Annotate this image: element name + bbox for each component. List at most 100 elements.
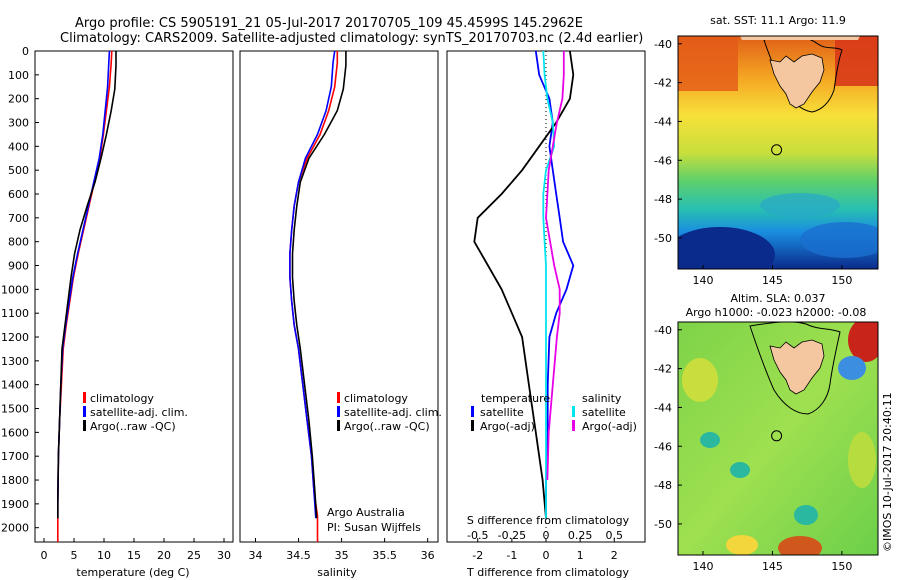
series-line-satellite-adj-clim bbox=[289, 50, 336, 519]
series-line-salinity-argo-adj bbox=[545, 51, 565, 481]
temperature-series bbox=[56, 50, 117, 542]
x-tick-label: 0 bbox=[41, 549, 48, 562]
depth-tick-label: 300 bbox=[8, 117, 29, 130]
salinity-x-ticks: 34 34.5 35 35.5 36 bbox=[248, 538, 435, 562]
depth-tick-label: 1000 bbox=[1, 283, 29, 296]
tasmania-land bbox=[769, 53, 825, 109]
lat-tick-label: -48 bbox=[654, 193, 672, 206]
sla-low-patch bbox=[730, 462, 750, 478]
temperature-x-ticks: 0 5 10 15 20 25 30 bbox=[41, 538, 231, 562]
salinity-plot-frame bbox=[239, 50, 439, 543]
depth-tick-label: 1300 bbox=[1, 355, 29, 368]
salinity-x-label: salinity bbox=[317, 566, 357, 579]
depth-tick-label: 1700 bbox=[1, 450, 29, 463]
sla-map bbox=[678, 322, 878, 555]
depth-tick-label: 1200 bbox=[1, 331, 29, 344]
lat-tick-label: -50 bbox=[654, 232, 672, 245]
depth-tick-label: 600 bbox=[8, 188, 29, 201]
series-line-satellite-adj-clim bbox=[56, 50, 111, 519]
sst-map-title: sat. SST: 11.1 Argo: 11.9 bbox=[710, 14, 846, 27]
lon-tick-label: 150 bbox=[831, 274, 852, 287]
x-tick-label: 34.5 bbox=[286, 549, 311, 562]
lat-tick-label: -44 bbox=[654, 115, 672, 128]
sla-high-patch bbox=[778, 536, 822, 555]
legend-swatch-satellite bbox=[83, 406, 86, 417]
depth-tick-label: 0 bbox=[22, 45, 29, 58]
legend-swatch-s-satellite bbox=[572, 406, 575, 417]
difference-x-ticks: -2 -1 0 1 2 bbox=[472, 538, 618, 562]
float-position-marker bbox=[771, 144, 783, 156]
difference-series bbox=[473, 50, 575, 519]
lat-tick-label: -48 bbox=[654, 479, 672, 492]
sla-mid-patch bbox=[682, 358, 718, 402]
legend-title-temperature: temperature bbox=[481, 392, 550, 405]
x-tick-label: 0 bbox=[543, 549, 550, 562]
lat-tick-label: -42 bbox=[654, 363, 672, 376]
sla-map-subtitle: Argo h1000: -0.023 h2000: -0.08 bbox=[686, 306, 867, 319]
legend-swatch-s-argo bbox=[572, 420, 575, 431]
lat-tick-label: -50 bbox=[654, 518, 672, 531]
sst-warm-patch bbox=[835, 36, 878, 86]
sst-cold-patch bbox=[800, 222, 878, 258]
depth-tick-label: 1900 bbox=[1, 498, 29, 511]
s-tick-label: 0.5 bbox=[606, 529, 624, 542]
x-tick-label: 5 bbox=[71, 549, 78, 562]
legend-label-argo: Argo(..raw -QC) bbox=[344, 420, 430, 433]
sla-map-ticks: 140 145 150 -40 -42 -44 -46 -48 -50 bbox=[654, 324, 852, 573]
sla-map-frame bbox=[677, 321, 879, 556]
depth-tick-label: 500 bbox=[8, 164, 29, 177]
legend-swatch-t-satellite bbox=[471, 406, 474, 417]
legend-swatch-satellite bbox=[337, 406, 340, 417]
legend-label-satellite: satellite-adj. clim. bbox=[90, 406, 188, 419]
shelf-contour bbox=[749, 322, 841, 415]
x-tick-label: 20 bbox=[157, 549, 171, 562]
legend-label-climatology: climatology bbox=[344, 392, 408, 405]
legend-swatch-climatology bbox=[337, 392, 340, 403]
sla-low-patch bbox=[794, 505, 818, 525]
sst-cold-patch bbox=[678, 227, 775, 269]
depth-tick-label: 2000 bbox=[1, 522, 29, 535]
sst-map-ticks: 140 145 150 -40 -42 -44 -46 -48 -50 bbox=[654, 38, 852, 287]
sla-mid-patch bbox=[726, 535, 758, 555]
lat-tick-label: -46 bbox=[654, 154, 672, 167]
depth-tick-label: 800 bbox=[8, 236, 29, 249]
series-line-argo-raw-qc bbox=[291, 51, 347, 519]
x-tick-label: -2 bbox=[472, 549, 483, 562]
sla-low-patch bbox=[838, 356, 866, 380]
legend-title-salinity: salinity bbox=[582, 392, 622, 405]
s-difference-label: S difference from climatology bbox=[467, 514, 630, 527]
lat-tick-label: -46 bbox=[654, 440, 672, 453]
annotation-argo-australia: Argo Australia bbox=[327, 506, 405, 519]
x-tick-label: 30 bbox=[217, 549, 231, 562]
lon-tick-label: 140 bbox=[693, 560, 714, 573]
difference-s-ticks: -0.5-0.2500.250.5 bbox=[467, 529, 623, 542]
t-difference-label: T difference from climatology bbox=[466, 566, 629, 579]
sla-high-patch bbox=[848, 322, 878, 362]
tasmania-land bbox=[769, 339, 825, 395]
series-line-argo-raw-qc bbox=[56, 51, 117, 519]
x-tick-label: 35 bbox=[335, 549, 349, 562]
legend-swatch-argo bbox=[337, 420, 340, 431]
depth-tick-label: 1100 bbox=[1, 307, 29, 320]
depth-tick-label: 1400 bbox=[1, 379, 29, 392]
temperature-x-label: temperature (deg C) bbox=[76, 566, 189, 579]
x-tick-label: 35.5 bbox=[372, 549, 397, 562]
header-line-1: Argo profile: CS 5905191_21 05-Jul-2017 … bbox=[75, 16, 583, 31]
x-tick-label: 25 bbox=[187, 549, 201, 562]
s-tick-label: -0.25 bbox=[498, 529, 526, 542]
depth-tick-label: 400 bbox=[8, 140, 29, 153]
temperature-legend: climatology satellite-adj. clim. Argo(..… bbox=[83, 392, 188, 433]
lat-tick-label: -42 bbox=[654, 77, 672, 90]
sst-map-frame bbox=[677, 35, 879, 270]
x-tick-label: 15 bbox=[127, 549, 141, 562]
s-tick-label: 0.25 bbox=[568, 529, 593, 542]
x-tick-label: 36 bbox=[421, 549, 435, 562]
legend-label-s-argo: Argo(-adj) bbox=[582, 420, 637, 433]
annotation-pi-name: PI: Susan Wijffels bbox=[327, 521, 421, 534]
lon-tick-label: 150 bbox=[831, 560, 852, 573]
series-line-salinity-satellite bbox=[542, 50, 556, 519]
depth-tick-label: 1800 bbox=[1, 474, 29, 487]
legend-label-t-satellite: satellite bbox=[480, 406, 524, 419]
depth-tick-label: 700 bbox=[8, 212, 29, 225]
